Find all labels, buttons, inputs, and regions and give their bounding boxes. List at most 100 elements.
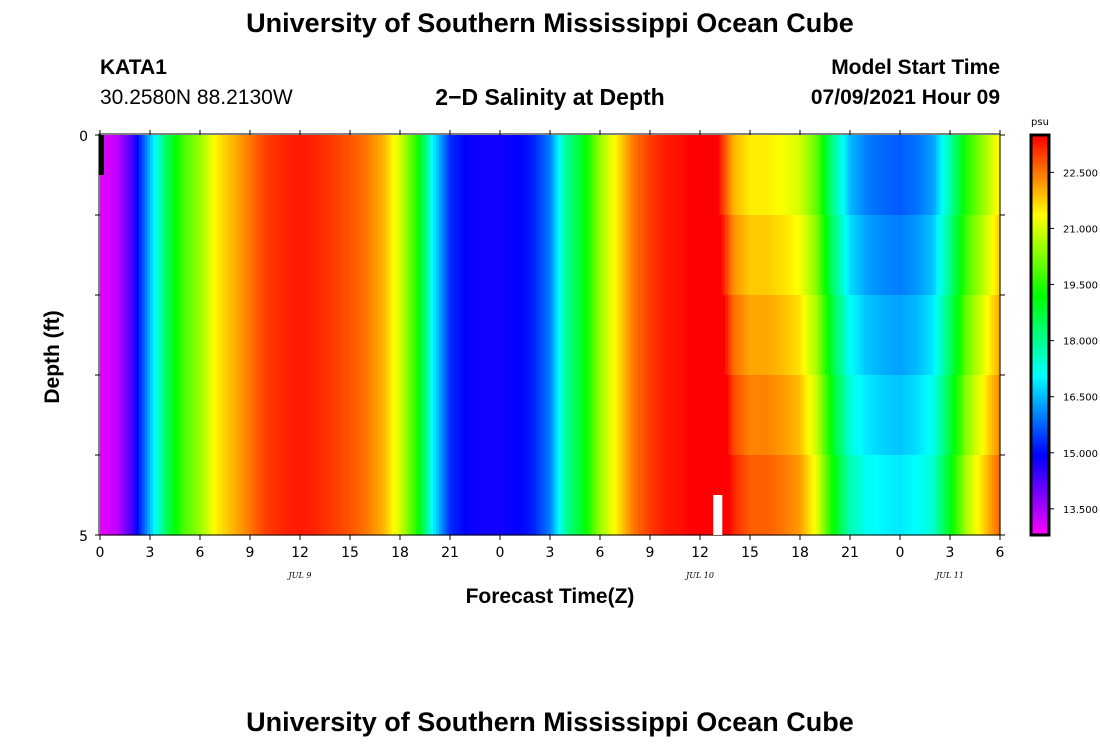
heatmap-cell <box>497 375 501 456</box>
heatmap-cell <box>294 215 298 296</box>
heatmap-cell <box>577 375 582 456</box>
heatmap-cell <box>563 135 568 216</box>
heatmap-cell <box>138 375 143 456</box>
heatmap-cell <box>127 135 132 216</box>
heatmap-cell <box>230 455 234 536</box>
heatmap-cell <box>886 215 890 296</box>
heatmap-cell <box>841 375 846 456</box>
heatmap-cell <box>136 375 140 456</box>
heatmap-cell <box>322 375 326 456</box>
heatmap-cell <box>133 295 137 376</box>
heatmap-cell <box>588 135 593 216</box>
heatmap-cell <box>258 375 262 456</box>
heatmap-cell <box>694 375 698 456</box>
heatmap-cell <box>919 375 923 456</box>
heatmap-cell <box>208 295 212 376</box>
heatmap-cell <box>163 375 168 456</box>
colorbar-segment <box>1031 417 1049 420</box>
heatmap-cell <box>919 295 923 376</box>
heatmap-cell <box>119 375 123 456</box>
heatmap-cell <box>416 455 421 536</box>
heatmap-cell <box>358 295 362 376</box>
heatmap-cell <box>366 375 371 456</box>
heatmap-cell <box>738 455 743 536</box>
heatmap-cell <box>997 215 1001 296</box>
heatmap-cell <box>655 455 659 536</box>
heatmap-cell <box>708 455 712 536</box>
heatmap-cell <box>744 135 748 216</box>
heatmap-cell <box>241 375 246 456</box>
colorbar-segment <box>1031 261 1049 264</box>
heatmap-cell <box>691 375 696 456</box>
colorbar-segment <box>1031 467 1049 470</box>
heatmap-cell <box>488 455 493 536</box>
colorbar-segment <box>1031 323 1049 326</box>
heatmap-cell <box>680 455 684 536</box>
heatmap-cell <box>502 455 507 536</box>
heatmap-cell <box>750 455 754 536</box>
heatmap-cell <box>880 135 884 216</box>
heatmap-cell <box>486 455 490 536</box>
heatmap-cell <box>480 215 484 296</box>
heatmap-cell <box>825 455 829 536</box>
heatmap-cell <box>700 295 704 376</box>
heatmap-cell <box>433 135 437 216</box>
heatmap-cell <box>836 455 840 536</box>
heatmap-cell <box>363 215 368 296</box>
heatmap-cell <box>458 215 462 296</box>
heatmap-cell <box>205 215 209 296</box>
heatmap-cell <box>925 215 929 296</box>
colorbar-segment <box>1031 515 1049 518</box>
heatmap-cell <box>947 375 951 456</box>
heatmap-cell <box>513 455 518 536</box>
heatmap-cell <box>569 135 573 216</box>
heatmap-cell <box>261 135 265 216</box>
heatmap-cell <box>105 295 109 376</box>
heatmap-cell <box>858 455 862 536</box>
heatmap-cell <box>413 215 418 296</box>
heatmap-cell <box>863 455 868 536</box>
heatmap-cell <box>644 455 648 536</box>
heatmap-cell <box>127 375 132 456</box>
heatmap-cell <box>708 135 712 216</box>
heatmap-cell <box>663 215 668 296</box>
heatmap-cell <box>280 295 284 376</box>
heatmap-cell <box>305 295 309 376</box>
colorbar-segment <box>1031 345 1049 348</box>
heatmap-cell <box>338 215 343 296</box>
heatmap-cell <box>355 135 359 216</box>
colorbar-segment <box>1031 507 1049 510</box>
heatmap-cell <box>844 295 848 376</box>
heatmap-cell <box>550 455 554 536</box>
heatmap-cell <box>427 295 432 376</box>
heatmap-cell <box>569 215 573 296</box>
heatmap-cell <box>663 295 668 376</box>
heatmap-cell <box>255 455 259 536</box>
heatmap-cell <box>486 375 490 456</box>
heatmap-cell <box>986 295 990 376</box>
heatmap-cell <box>163 135 168 216</box>
heatmap-cell <box>788 135 793 216</box>
heatmap-cell <box>516 295 521 376</box>
heatmap-cell <box>969 135 973 216</box>
heatmap-cell <box>527 135 532 216</box>
heatmap-cell <box>441 215 446 296</box>
heatmap-cell <box>652 295 657 376</box>
colorbar-segment <box>1031 145 1049 148</box>
heatmap-cell <box>350 455 354 536</box>
heatmap-cell <box>908 295 912 376</box>
heatmap-cell <box>233 295 237 376</box>
heatmap-cell <box>455 375 459 456</box>
heatmap-cell <box>675 295 679 376</box>
x-tick-label: 0 <box>96 545 105 561</box>
heatmap-cell <box>775 375 779 456</box>
heatmap-cell <box>930 215 934 296</box>
heatmap-cell <box>100 375 104 456</box>
heatmap-cell <box>405 215 409 296</box>
heatmap-cell <box>833 295 837 376</box>
heatmap-cell <box>530 135 534 216</box>
heatmap-cell <box>877 375 882 456</box>
heatmap-cell <box>741 375 746 456</box>
heatmap-cell <box>633 455 637 536</box>
heatmap-cell <box>458 375 462 456</box>
